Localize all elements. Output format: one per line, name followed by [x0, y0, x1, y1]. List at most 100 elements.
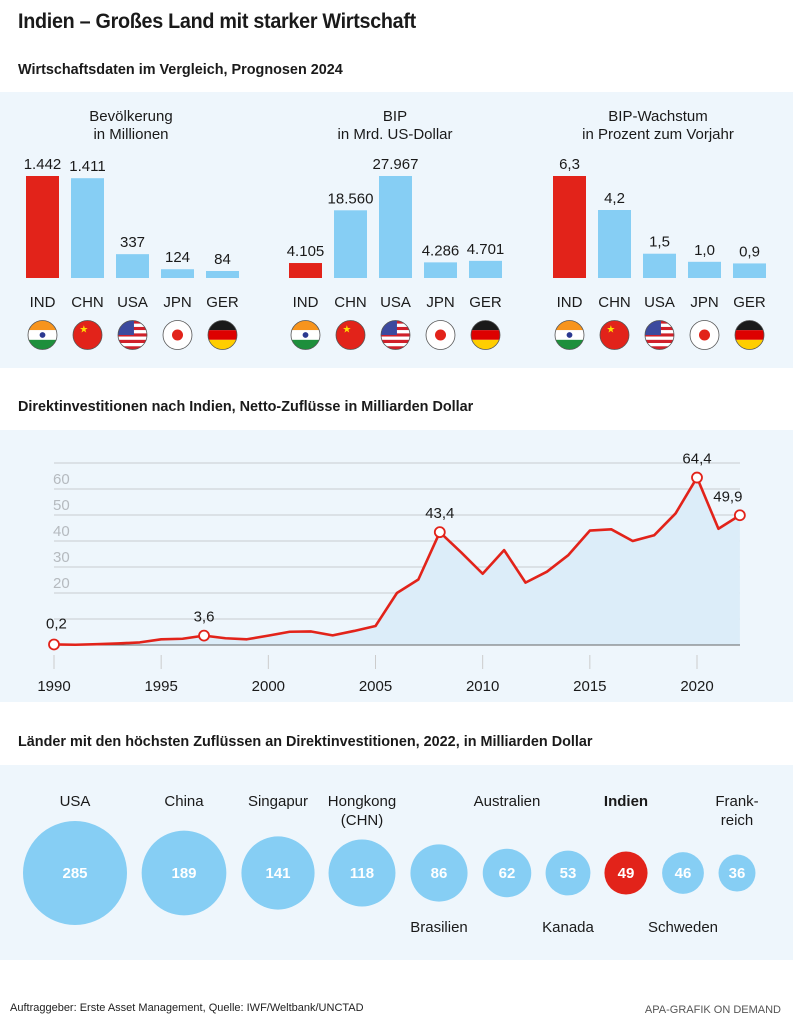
china-flag-icon: ★ [335, 320, 366, 350]
category-label: USA [117, 294, 148, 311]
bar-ind [553, 176, 586, 278]
y-tick-label: 30 [53, 549, 70, 566]
bubble [241, 836, 315, 910]
bubble-value: 46 [675, 865, 692, 882]
category-label: JPN [690, 294, 718, 311]
bubble-label: Brasilien [410, 919, 468, 936]
bubble [718, 854, 756, 892]
svg-text:★: ★ [342, 325, 351, 336]
usa-flag-icon [117, 320, 148, 350]
germany-flag-icon [734, 320, 765, 350]
bubble [23, 821, 127, 925]
x-tick-label: 1995 [144, 678, 177, 695]
y-tick-label: 50 [53, 497, 70, 514]
area-fill [54, 477, 740, 645]
bubble-label: Singapur [248, 793, 308, 810]
highlight-marker [691, 471, 703, 484]
germany-flag-icon [207, 320, 238, 350]
india-flag-icon [554, 320, 585, 350]
bubble-value: 118 [350, 865, 374, 882]
japan-flag-icon [689, 320, 720, 350]
svg-text:★: ★ [79, 325, 88, 336]
chart-title: Bevölkerung [89, 108, 172, 125]
bubble-label: Kanada [542, 919, 594, 936]
bar-value-label: 84 [214, 251, 231, 268]
annotation-label: 3,6 [194, 609, 215, 626]
y-tick-label: 40 [53, 523, 70, 540]
bar-value-label: 0,9 [739, 243, 760, 260]
bubble-item: 62 Australien [474, 793, 540, 898]
bubble-label: Indien [604, 793, 648, 810]
bar-value-label: 6,3 [559, 156, 580, 173]
bar-value-label: 4,2 [604, 190, 625, 207]
bubble-label: Frank- [715, 793, 758, 810]
bubble-item: 36 Frank-reich [715, 793, 759, 892]
bar-value-label: 1,5 [649, 234, 670, 251]
category-label: IND [30, 294, 56, 311]
india-flag-icon [290, 320, 321, 350]
y-tick-label: 20 [53, 575, 70, 592]
ranking-panel [0, 765, 793, 960]
chart-subtitle: in Mrd. US-Dollar [337, 126, 452, 143]
bar-jpn [424, 262, 457, 278]
chart-title: BIP-Wachstum [608, 108, 707, 125]
bar-value-label: 4.701 [467, 241, 505, 258]
x-tick-label: 2015 [573, 678, 606, 695]
bubble-label: Hongkong [328, 793, 396, 810]
bar-chn [71, 178, 104, 278]
chart-subtitle: in Millionen [93, 126, 168, 143]
bar-chn [334, 210, 367, 278]
highlight-marker [433, 526, 446, 539]
section-heading-economy: Wirtschaftsdaten im Vergleich, Prognosen… [18, 61, 343, 78]
fdi-line-chart: 20 30 40 50 60 1990 1995 2000 2005 2010 2015 2020 0,… [37, 451, 746, 695]
x-tick-label: 2000 [252, 678, 285, 695]
bubble [328, 839, 396, 907]
annotation-label: 0,2 [46, 615, 67, 632]
bar-jpn [161, 269, 194, 278]
germany-flag-icon [470, 320, 501, 350]
usa-flag-icon [644, 320, 675, 350]
bar-value-label: 1,0 [694, 242, 715, 259]
category-label: GER [733, 294, 766, 311]
bubble-item: 118 Hongkong (CHN) [328, 793, 396, 907]
x-tick-label: 2020 [680, 678, 713, 695]
bubble [545, 850, 591, 896]
highlight-marker [48, 638, 60, 651]
bubble-chart: 285 USA 189 China 141 Singapur 118 Hongkong (CHN… [23, 793, 759, 936]
bar-usa [643, 253, 676, 278]
bubble-label: Schweden [648, 919, 718, 936]
bubble [662, 852, 704, 894]
bubble-value: 49 [618, 865, 635, 882]
bubble-value: 36 [729, 865, 746, 882]
category-label: USA [380, 294, 411, 311]
india-flag-icon [27, 320, 58, 350]
category-label: USA [644, 294, 675, 311]
bubble-item: 86 Brasilien [410, 844, 468, 936]
china-flag-icon: ★ [72, 320, 103, 350]
bar-value-label: 124 [165, 249, 190, 266]
bubble [141, 830, 227, 916]
bubble-label: (CHN) [341, 812, 384, 829]
chart-title: BIP [383, 108, 407, 125]
bubble [410, 844, 468, 902]
bubble-label: USA [60, 793, 91, 810]
japan-flag-icon [425, 320, 456, 350]
x-tick-label: 1990 [37, 678, 70, 695]
category-label: CHN [334, 294, 367, 311]
category-label: JPN [426, 294, 454, 311]
usa-flag-icon [380, 320, 411, 350]
category-label: JPN [163, 294, 191, 311]
bar-jpn [688, 261, 721, 278]
x-tick-label: 2010 [466, 678, 499, 695]
bubble [482, 848, 532, 898]
category-label: CHN [71, 294, 104, 311]
footer-source: Auftraggeber: Erste Asset Management, Qu… [10, 1002, 364, 1014]
annotation-label: 43,4 [425, 505, 454, 522]
category-label: GER [206, 294, 239, 311]
bubble [604, 851, 648, 895]
bubble-value: 285 [62, 865, 87, 882]
bar-ind [26, 176, 59, 278]
bubble-value: 62 [499, 865, 516, 882]
x-tick-label: 2005 [359, 678, 392, 695]
